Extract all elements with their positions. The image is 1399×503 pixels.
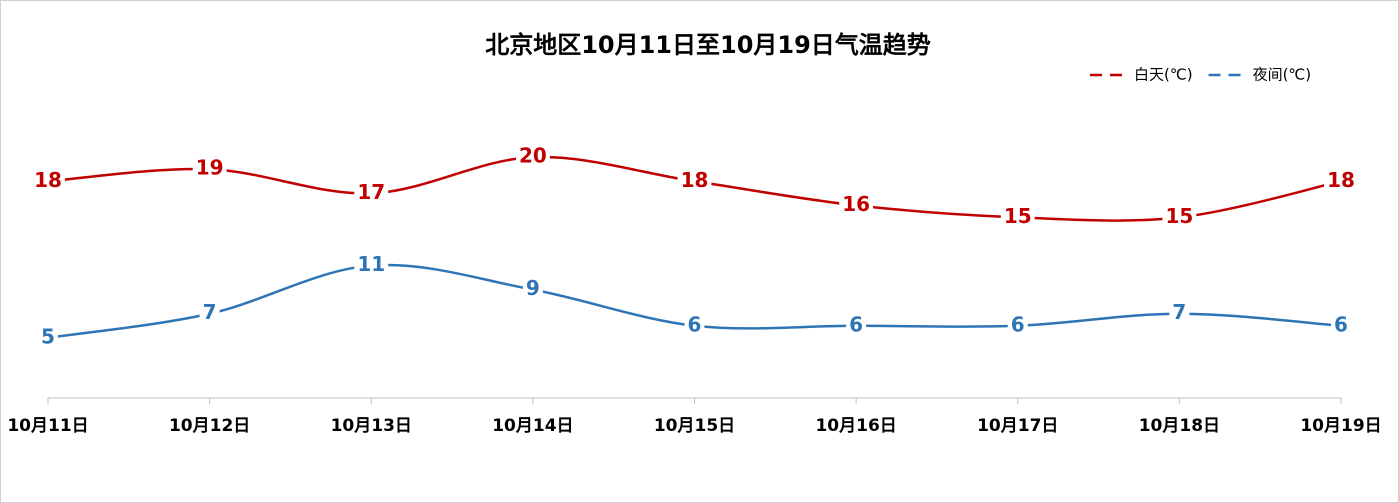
x-tick-label: 10月17日 xyxy=(977,416,1058,436)
data-label-bg xyxy=(31,167,65,192)
data-label: 5 xyxy=(41,324,55,348)
data-label: 17 xyxy=(357,180,385,204)
data-label-bg xyxy=(839,191,874,216)
data-label: 20 xyxy=(519,144,547,168)
data-label: 18 xyxy=(34,168,62,192)
data-label-bg xyxy=(1331,312,1351,337)
data-label: 16 xyxy=(842,192,870,216)
legend-label: 夜间(℃) xyxy=(1253,66,1312,84)
data-label-bg xyxy=(1324,167,1358,192)
data-label: 9 xyxy=(526,276,540,300)
data-label-bg xyxy=(1162,203,1197,228)
data-label: 6 xyxy=(1334,312,1348,336)
data-label: 15 xyxy=(1004,204,1032,228)
data-label-bg xyxy=(1000,203,1035,228)
data-label-bg xyxy=(684,312,705,337)
x-tick-label: 10月16日 xyxy=(815,416,896,436)
x-tick-label: 10月12日 xyxy=(169,416,250,436)
data-label-bg xyxy=(677,167,712,192)
data-label: 18 xyxy=(681,168,709,192)
legend-label: 白天(℃) xyxy=(1134,66,1193,84)
x-tick-label: 10月14日 xyxy=(492,416,573,436)
data-label: 19 xyxy=(196,156,224,180)
data-label-bg xyxy=(1007,312,1028,337)
data-label-bg xyxy=(192,155,227,180)
x-tick-label: 10月15日 xyxy=(654,416,735,436)
data-label: 6 xyxy=(849,312,863,336)
data-label-bg xyxy=(354,179,389,204)
data-label-bg xyxy=(199,300,220,325)
x-tick-label: 10月19日 xyxy=(1300,416,1381,436)
data-label: 6 xyxy=(1011,312,1025,336)
data-label: 15 xyxy=(1165,204,1193,228)
x-tick-label: 10月13日 xyxy=(331,416,412,436)
data-label-bg xyxy=(1169,300,1190,325)
data-label-bg xyxy=(515,143,550,168)
data-label: 7 xyxy=(1172,300,1186,324)
data-label: 7 xyxy=(203,300,217,324)
data-label: 11 xyxy=(357,252,385,276)
x-tick-label: 10月18日 xyxy=(1139,416,1220,436)
data-label-bg xyxy=(522,276,543,301)
data-label: 6 xyxy=(688,312,702,336)
data-label: 18 xyxy=(1327,168,1355,192)
data-label-bg xyxy=(38,324,58,349)
data-label-bg xyxy=(846,312,867,337)
chart-title: 北京地区10月11日至10月19日气温趋势 xyxy=(485,31,931,59)
data-label-bg xyxy=(354,252,389,277)
x-tick-label: 10月11日 xyxy=(7,416,88,436)
